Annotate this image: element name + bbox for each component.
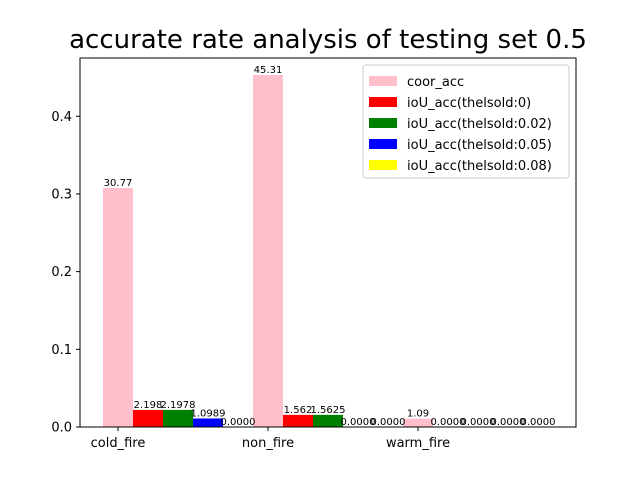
y-tick-label: 0.2 — [51, 265, 72, 280]
data-label-non_fire-series-4: 0.0000 — [371, 417, 406, 428]
bar-warm_fire-series-0 — [403, 418, 433, 427]
bar-non_fire-series-2 — [313, 414, 343, 427]
axes-frame — [79, 57, 577, 428]
data-label-non_fire-series-0: 45.31 — [254, 65, 283, 76]
data-label-warm_fire-series-2: 0.0000 — [461, 417, 496, 428]
legend-label-4: ioU_acc(thelsold:0.08) — [407, 159, 552, 174]
y-tick-label: 0.0 — [51, 421, 72, 436]
legend-swatch-3 — [369, 139, 397, 149]
data-label-cold_fire-series-3: 1.0989 — [191, 408, 226, 419]
legend-swatch-1 — [369, 97, 397, 107]
y-axis: 0.0 0.1 0.2 0.3 0.4 — [51, 110, 80, 436]
data-label-warm_fire-series-0: 1.09 — [407, 409, 429, 420]
legend: coor_acc ioU_acc(thelsold:0) ioU_acc(thels… — [362, 64, 570, 179]
chart-title: accurate rate analysis of testing set 0.… — [69, 25, 587, 55]
data-label-cold_fire-series-0: 30.77 — [104, 178, 133, 189]
legend-label-2: ioU_acc(thelsold:0.02) — [407, 117, 552, 132]
data-label-cold_fire-series-1: 2.198 — [134, 400, 163, 411]
data-label-cold_fire-series-2: 2.1978 — [161, 400, 196, 411]
legend-swatch-0 — [369, 76, 397, 86]
y-tick-label: 0.4 — [51, 110, 72, 125]
x-tick-label: cold_fire — [91, 436, 146, 451]
legend-box — [362, 64, 570, 179]
data-label-warm_fire-series-4: 0.0000 — [521, 417, 556, 428]
data-label-non_fire-series-2: 1.5625 — [311, 405, 346, 416]
data-label-warm_fire-series-1: 0.0000 — [431, 417, 466, 428]
legend-label-3: ioU_acc(thelsold:0.05) — [407, 138, 552, 153]
data-label-cold_fire-series-4: 0.0000 — [221, 417, 256, 428]
bars-group — [103, 75, 433, 427]
legend-swatch-4 — [369, 160, 397, 170]
y-tick-label: 0.3 — [51, 187, 72, 202]
data-label-non_fire-series-3: 0.0000 — [341, 417, 376, 428]
legend-swatch-2 — [369, 118, 397, 128]
bar-cold_fire-series-0 — [103, 187, 133, 427]
bar-cold_fire-series-1 — [133, 409, 163, 427]
x-tick-label: non_fire — [242, 436, 294, 451]
bar-non_fire-series-0 — [253, 75, 283, 427]
data-label-warm_fire-series-3: 0.0000 — [491, 417, 526, 428]
legend-label-0: coor_acc — [407, 75, 464, 90]
bar-non_fire-series-1 — [283, 414, 313, 427]
data-labels-group: 30.77 45.31 1.09 2.198 1.562 0.0000 2.1978 1.56… — [104, 65, 556, 428]
bar-cold_fire-series-3 — [193, 418, 223, 427]
bar-cold_fire-series-2 — [163, 409, 193, 427]
y-tick-label: 0.1 — [51, 343, 72, 358]
x-axis: cold_fire non_fire warm_fire — [91, 427, 450, 451]
data-label-non_fire-series-1: 1.562 — [284, 405, 313, 416]
x-tick-label: warm_fire — [386, 436, 450, 451]
legend-label-1: ioU_acc(thelsold:0) — [407, 96, 531, 111]
